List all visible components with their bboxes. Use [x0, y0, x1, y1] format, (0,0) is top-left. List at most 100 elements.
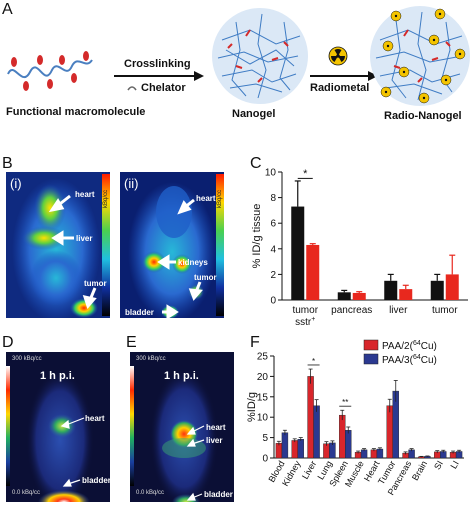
- nanogel-sphere: [212, 8, 308, 104]
- bar: [386, 405, 393, 459]
- functional-group: [47, 79, 53, 89]
- colorbar-d: [6, 366, 10, 486]
- pet-scan-e: [130, 352, 234, 502]
- subpanel-i-label: (i): [10, 176, 22, 191]
- legend-label: PAA/3(64Cu): [382, 354, 437, 366]
- significance-mark: *: [312, 357, 315, 366]
- y-axis-label: %ID/g: [246, 392, 258, 422]
- bar: [384, 280, 398, 300]
- label-liver-i: liver: [76, 234, 93, 243]
- colorbar-ii: [216, 174, 224, 316]
- y-tick-label: 10: [257, 413, 269, 424]
- x-tick-label: Liver: [300, 459, 318, 481]
- colorbar-e: [130, 366, 134, 486]
- pet-scan-d: [6, 352, 110, 502]
- label-heart-i: heart: [75, 190, 95, 199]
- bar: [329, 442, 336, 459]
- bar: [306, 244, 320, 300]
- bar: [445, 274, 459, 300]
- label-heart-e: heart: [206, 423, 226, 432]
- panel-e-label: E: [126, 334, 137, 351]
- panel-a-label: A: [2, 1, 13, 18]
- scale-top-e: 300 kBq/cc: [136, 356, 166, 362]
- bar: [337, 292, 351, 300]
- functional-group: [37, 55, 43, 65]
- macromolecule-chain: [7, 59, 93, 79]
- bar: [281, 432, 289, 459]
- bar: [275, 443, 283, 459]
- y-tick-label: 0: [270, 296, 276, 307]
- bar: [313, 405, 320, 459]
- x-tick-label: liver: [389, 305, 408, 316]
- x-tick-label: tumor: [292, 305, 318, 316]
- functional-group: [11, 57, 17, 67]
- legend-swatch: [363, 353, 379, 365]
- pet-scan-ii: kBq/cc: [120, 172, 224, 318]
- bar: [323, 443, 330, 459]
- nanogel-crosslinks: [227, 29, 289, 83]
- radio-nanogel-caption: Radio-Nanogel: [384, 110, 462, 122]
- colorbar-i: [102, 174, 110, 316]
- time-label-d: 1 h p.i.: [40, 370, 75, 382]
- bar: [307, 376, 314, 459]
- x-tick-label: LI: [448, 459, 460, 471]
- chart-f: 0510152025%ID/gBloodKidneyLiverLungSplee…: [246, 339, 464, 497]
- radiometal-caption: Radiometal: [310, 82, 370, 94]
- bar: [297, 439, 304, 459]
- x-tick-label: pancreas: [331, 305, 372, 316]
- label-kidneys-ii: kidneys: [178, 258, 208, 267]
- functional-macromolecule-caption: Functional macromolecule: [6, 106, 146, 118]
- bar: [399, 289, 413, 300]
- y-tick-label: 20: [257, 372, 269, 383]
- bar: [376, 448, 384, 459]
- panel-a-schematic: [7, 6, 470, 106]
- y-tick-label: 8: [270, 193, 276, 204]
- label-bladder-e: bladder: [204, 490, 233, 499]
- bar: [430, 280, 444, 300]
- x-tick-label: Brain: [410, 459, 429, 482]
- panel-c-label: C: [250, 155, 262, 172]
- functional-group: [83, 51, 89, 61]
- significance-mark: **: [342, 398, 348, 407]
- x-tick-label: sstr+: [295, 316, 315, 328]
- legend-label: PAA/2(64Cu): [382, 340, 437, 352]
- scale-bottom-e: 0.0 kBq/cc: [136, 490, 165, 496]
- y-tick-label: 0: [262, 454, 268, 465]
- chelator-icon: [127, 86, 137, 91]
- panel-b-label: B: [2, 155, 13, 172]
- scale-bottom-d: 0.0 kBq/cc: [12, 490, 41, 496]
- functional-group: [59, 55, 65, 65]
- panel-d-label: D: [2, 334, 14, 351]
- y-tick-label: 25: [257, 352, 269, 363]
- y-tick-label: 4: [270, 244, 276, 255]
- label-heart-d: heart: [85, 414, 105, 423]
- panel-b-arrows: [48, 194, 203, 317]
- label-bladder-d: bladder: [82, 476, 111, 485]
- radio-nanogel-crosslinks: [393, 29, 451, 83]
- y-tick-label: 10: [265, 168, 277, 179]
- bar: [291, 206, 305, 300]
- time-label-e: 1 h p.i.: [164, 370, 199, 382]
- radiation-icon: [328, 46, 348, 66]
- label-liver-e: liver: [206, 436, 223, 445]
- radiometal-markers: [380, 8, 466, 104]
- subpanel-ii-label: (ii): [124, 176, 139, 191]
- crosslinking-caption: Crosslinking: [124, 58, 191, 70]
- nanogel-network: [217, 13, 301, 99]
- label-tumor-ii: tumor: [194, 273, 217, 282]
- label-tumor-i: tumor: [84, 279, 107, 288]
- bar: [339, 414, 346, 459]
- chelator-caption: Chelator: [141, 82, 186, 94]
- y-axis-label: % ID/g tissue: [251, 204, 263, 269]
- label-heart-ii: heart: [196, 194, 216, 203]
- y-tick-label: 15: [257, 392, 269, 403]
- bar: [345, 430, 352, 459]
- scale-top-d: 300 kBq/cc: [12, 356, 42, 362]
- y-tick-label: 6: [270, 219, 276, 230]
- functional-group: [23, 81, 29, 91]
- nanogel-caption: Nanogel: [232, 108, 276, 120]
- y-tick-label: 5: [262, 433, 268, 444]
- bar: [291, 440, 298, 459]
